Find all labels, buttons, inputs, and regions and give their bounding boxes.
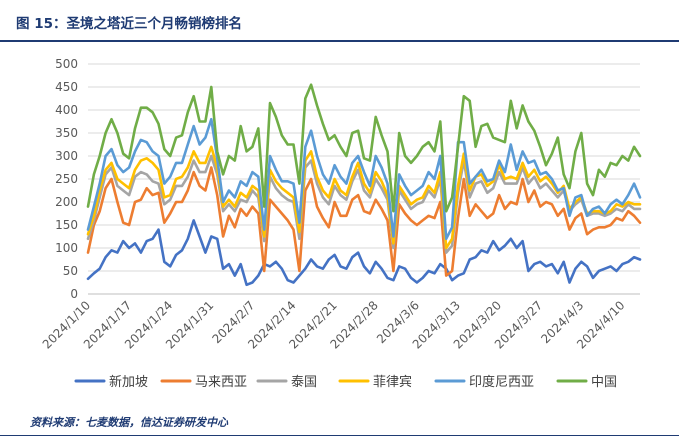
gridlines [88,63,640,272]
figure-title: 图 15：圣境之塔近三个月畅销榜排名 [16,16,242,32]
y-tick-label: 0 [70,287,78,301]
y-tick-label: 250 [55,172,78,186]
y-tick-label: 350 [55,126,78,140]
bottom-divider [0,435,679,436]
series-line-0 [86,219,642,287]
legend-label: 马来西亚 [195,375,247,390]
series-line-3 [86,145,642,250]
ranking-line-chart: 0 50 100 150 200 250 300 350 400 450 500 2024/1/10… [40,57,642,390]
legend-label: 中国 [591,375,617,390]
x-axis-ticks: 2024/1/102024/1/172024/1/242024/1/312024… [40,298,628,351]
legend-label: 泰国 [291,375,317,390]
series-line-4 [86,117,642,241]
series-lines [86,83,642,287]
legend: 新加坡 马来西亚 泰国 菲律宾 印度尼西亚 中国 [74,374,617,390]
y-tick-label: 500 [55,57,78,71]
y-tick-label: 450 [55,80,78,94]
source-note: 资料来源：七麦数据，信达证券研发中心 [30,416,228,429]
y-axis-ticks: 0 50 100 150 200 250 300 350 400 450 500 [55,57,78,301]
series-line-1 [86,166,642,277]
y-tick-label: 150 [55,218,78,232]
series-line-5 [86,83,642,213]
series-line-2 [86,154,642,254]
legend-label: 印度尼西亚 [469,374,534,390]
y-tick-label: 200 [55,195,78,209]
y-tick-label: 100 [55,241,78,255]
title-divider [0,40,679,42]
legend-label: 菲律宾 [373,374,412,390]
legend-label: 新加坡 [109,374,148,390]
y-tick-label: 400 [55,103,78,117]
y-tick-label: 300 [55,149,78,163]
y-tick-label: 50 [63,264,78,278]
